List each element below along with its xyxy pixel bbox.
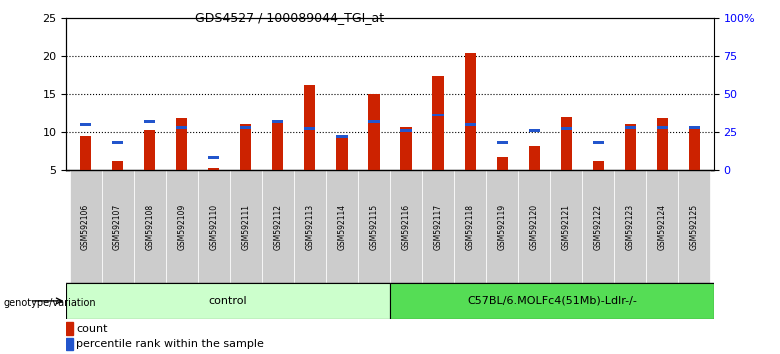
Bar [165, 170, 197, 283]
Bar [69, 170, 101, 283]
Bar [144, 130, 155, 170]
Bar [625, 124, 636, 170]
Bar [529, 129, 540, 132]
Bar [432, 114, 444, 116]
Bar [497, 141, 508, 144]
Text: count: count [76, 324, 108, 333]
Bar [400, 129, 412, 132]
Text: GSM592123: GSM592123 [626, 204, 635, 250]
Bar [80, 123, 91, 126]
Bar [550, 170, 583, 283]
Bar [657, 118, 668, 170]
Bar [689, 127, 700, 170]
Bar [486, 170, 518, 283]
Text: GSM592107: GSM592107 [113, 204, 122, 250]
Bar [647, 170, 679, 283]
Text: GSM592124: GSM592124 [658, 204, 667, 250]
Text: GSM592109: GSM592109 [177, 204, 186, 250]
Text: GSM592106: GSM592106 [81, 204, 90, 250]
Bar [294, 170, 326, 283]
Text: GSM592110: GSM592110 [209, 204, 218, 250]
Bar [230, 170, 262, 283]
Bar [518, 170, 550, 283]
Bar [593, 141, 604, 144]
Bar [336, 137, 348, 170]
Bar [368, 94, 380, 170]
Text: GSM592108: GSM592108 [145, 204, 154, 250]
Bar [593, 161, 604, 170]
Bar [144, 120, 155, 122]
Bar [689, 126, 700, 129]
Text: GSM592115: GSM592115 [370, 204, 378, 250]
Bar [262, 170, 294, 283]
Text: GSM592114: GSM592114 [338, 204, 346, 250]
Text: GDS4527 / 100089044_TGI_at: GDS4527 / 100089044_TGI_at [195, 11, 384, 24]
Bar [679, 170, 711, 283]
Bar [465, 123, 476, 126]
Bar [112, 141, 123, 144]
Bar [101, 170, 133, 283]
Bar [561, 116, 572, 170]
Bar [197, 170, 230, 283]
Bar [368, 120, 380, 122]
Bar [240, 124, 251, 170]
Bar [529, 145, 540, 170]
Text: genotype/variation: genotype/variation [4, 298, 97, 308]
Bar [432, 76, 444, 170]
Text: GSM592117: GSM592117 [434, 204, 442, 250]
Bar [497, 157, 508, 170]
Text: GSM592122: GSM592122 [594, 204, 603, 250]
Bar [465, 53, 476, 170]
Bar [336, 135, 348, 138]
Bar [304, 127, 315, 130]
Text: control: control [209, 296, 247, 306]
Bar [358, 170, 390, 283]
Bar [66, 283, 390, 319]
Text: GSM592125: GSM592125 [690, 204, 699, 250]
Text: GSM592116: GSM592116 [402, 204, 410, 250]
Bar [454, 170, 486, 283]
Text: percentile rank within the sample: percentile rank within the sample [76, 339, 264, 349]
Bar [615, 170, 647, 283]
Bar [583, 170, 615, 283]
Bar [112, 161, 123, 170]
Text: GSM592121: GSM592121 [562, 204, 571, 250]
Bar [66, 338, 73, 350]
Bar [326, 170, 358, 283]
Bar [176, 118, 187, 170]
Text: GSM592112: GSM592112 [273, 204, 282, 250]
Bar [80, 136, 91, 170]
Bar [66, 322, 73, 335]
Text: GSM592119: GSM592119 [498, 204, 507, 250]
Bar [133, 170, 165, 283]
Text: GSM592111: GSM592111 [241, 204, 250, 250]
Bar [176, 126, 187, 129]
Bar [208, 168, 219, 170]
Bar [400, 127, 412, 170]
Text: C57BL/6.MOLFc4(51Mb)-Ldlr-/-: C57BL/6.MOLFc4(51Mb)-Ldlr-/- [467, 296, 636, 306]
Bar [657, 126, 668, 129]
Bar [561, 127, 572, 130]
Bar [240, 126, 251, 129]
Bar [422, 170, 454, 283]
Bar [208, 156, 219, 159]
Bar [390, 170, 422, 283]
Bar [304, 85, 315, 170]
Text: GSM592118: GSM592118 [466, 204, 474, 250]
Text: GSM592120: GSM592120 [530, 204, 539, 250]
Bar [390, 283, 714, 319]
Bar [272, 120, 283, 122]
Bar [625, 126, 636, 129]
Bar [272, 123, 283, 170]
Text: GSM592113: GSM592113 [306, 204, 314, 250]
